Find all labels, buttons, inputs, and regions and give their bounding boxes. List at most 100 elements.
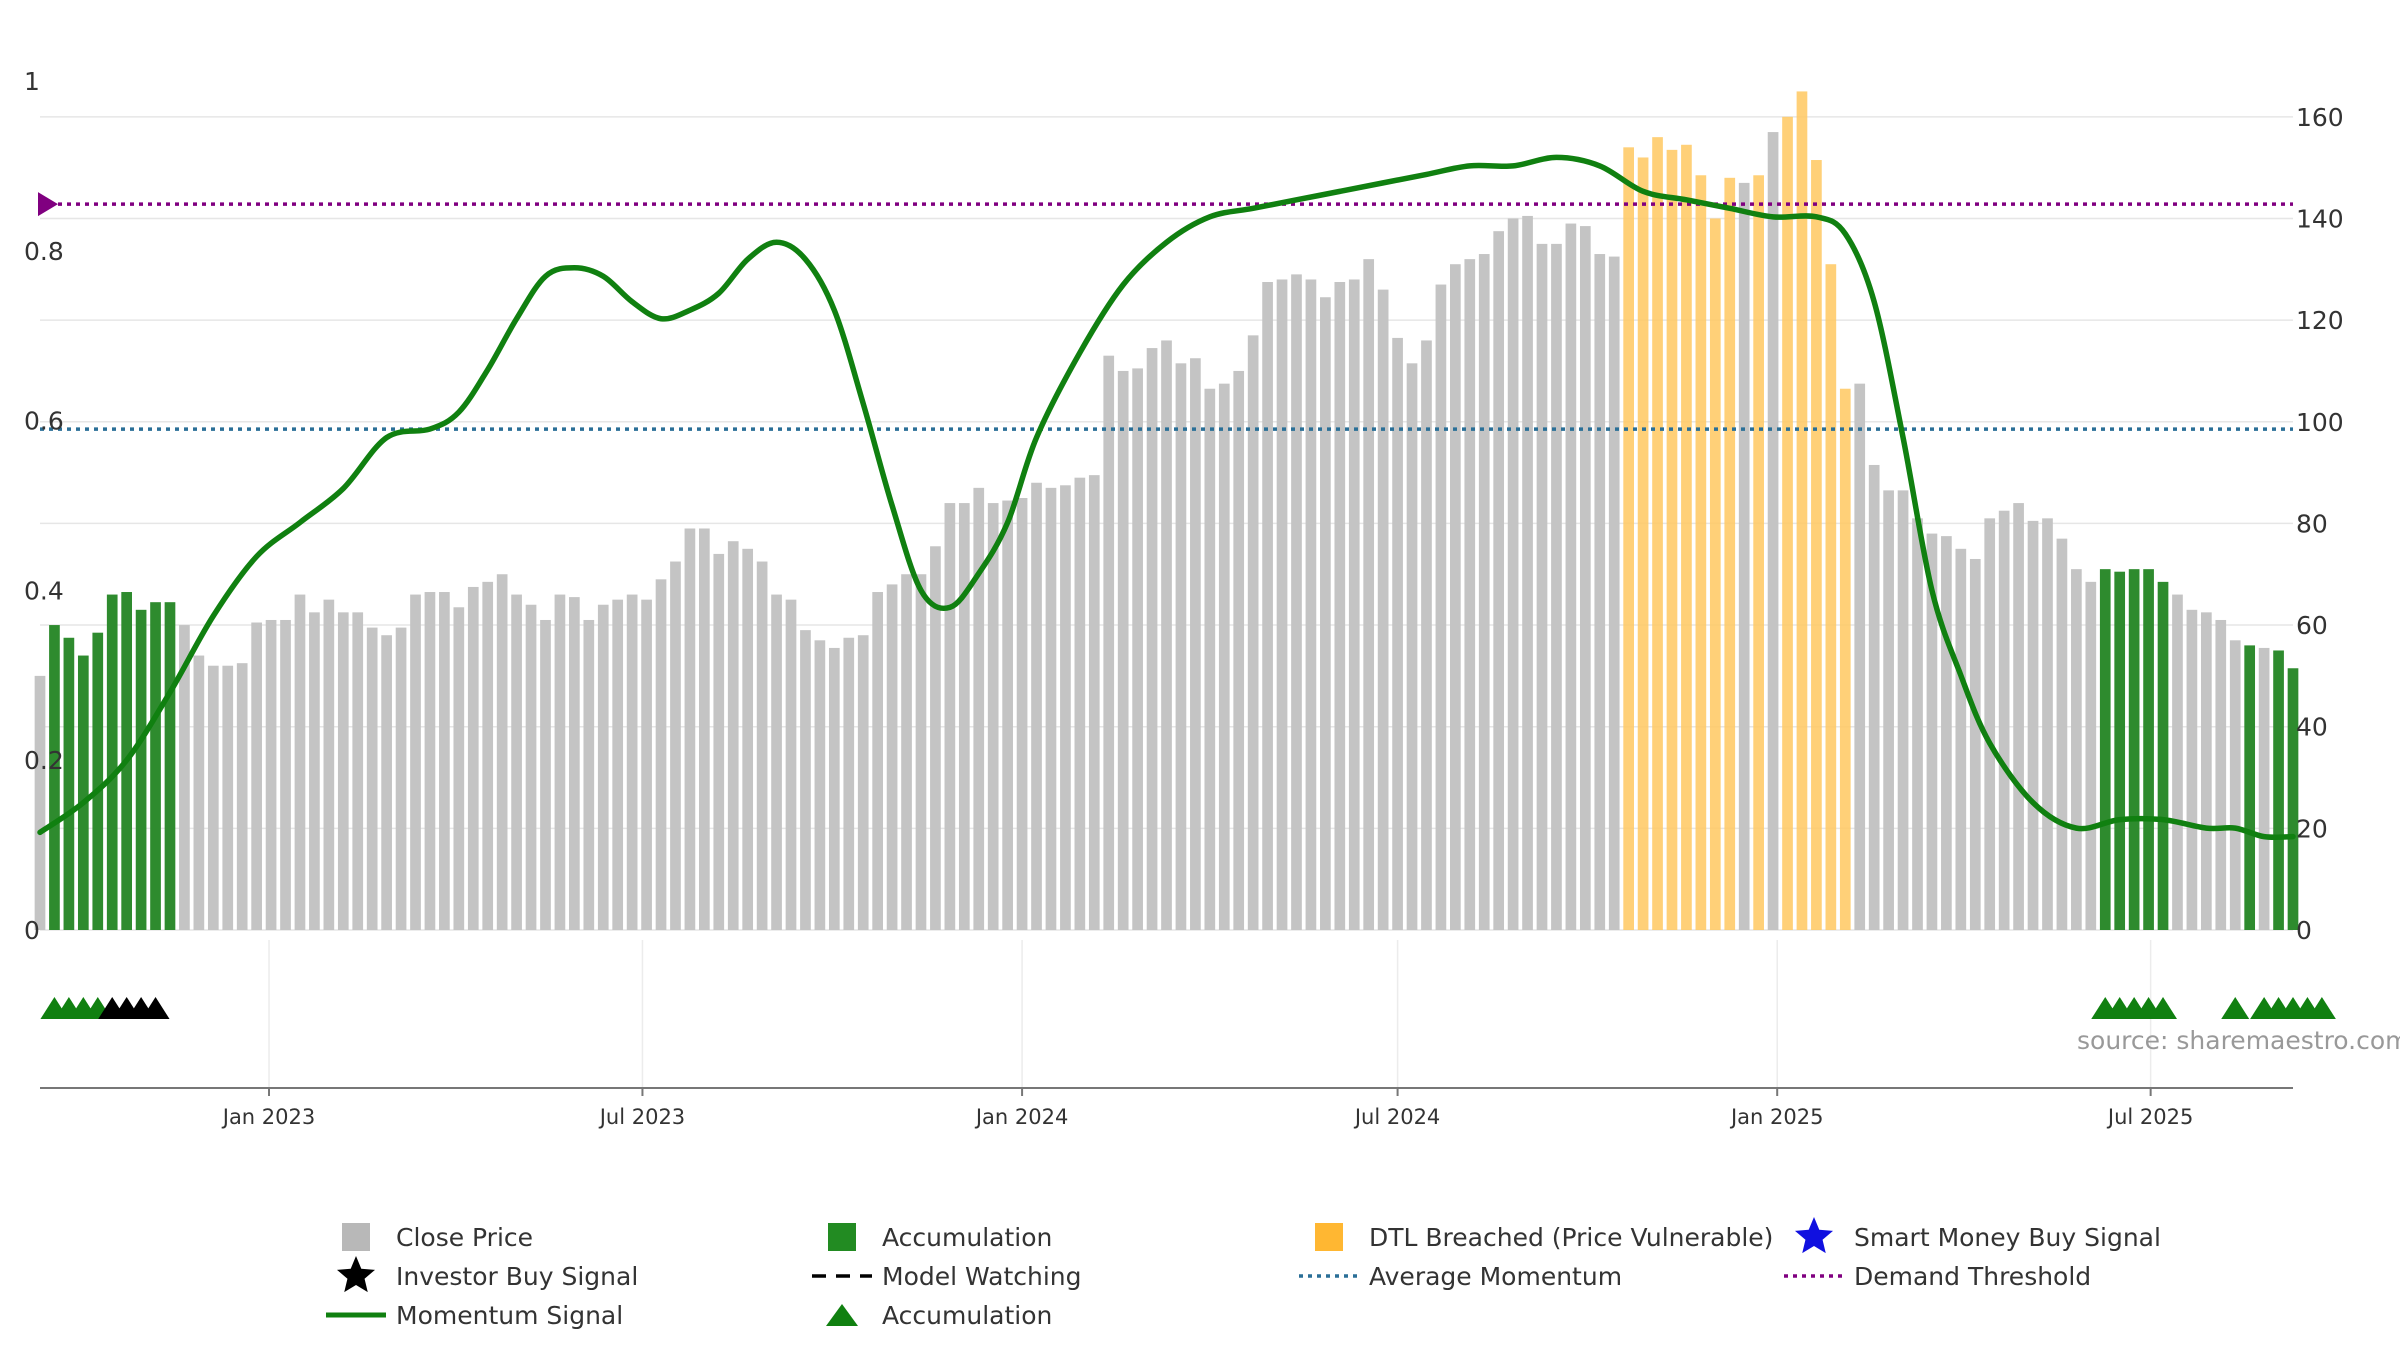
legend-item: Accumulation bbox=[826, 1301, 1052, 1330]
close-price-bar bbox=[872, 592, 883, 930]
right-axis-tick-label: 0 bbox=[2296, 916, 2312, 945]
close-price-bar bbox=[915, 574, 927, 930]
close-price-bar bbox=[1363, 259, 1375, 930]
dtl-breached-bar bbox=[1666, 149, 1678, 931]
close-price-bar bbox=[496, 574, 508, 930]
close-price-bar bbox=[2172, 594, 2183, 930]
dtl-breached-bar bbox=[1839, 388, 1851, 931]
dtl-breached-bar bbox=[1796, 91, 1808, 930]
legend-label: Accumulation bbox=[882, 1223, 1052, 1252]
close-price-bar bbox=[193, 655, 205, 930]
accumulation-marker-triangle bbox=[2307, 997, 2336, 1019]
close-price-bar bbox=[1175, 363, 1187, 930]
left-axis-tick-label: 0 bbox=[24, 916, 40, 945]
price-bars bbox=[34, 91, 2299, 931]
close-price-bar bbox=[467, 586, 479, 930]
close-price-bar bbox=[2013, 503, 2024, 930]
right-axis-tick-label: 160 bbox=[2296, 103, 2344, 132]
close-price-bar bbox=[1276, 279, 1288, 931]
close-price-bar bbox=[1320, 297, 1331, 930]
accumulation-bar bbox=[2244, 645, 2256, 930]
close-price-bar bbox=[323, 599, 335, 930]
close-price-bar bbox=[222, 665, 234, 930]
right-axis-tick-label: 20 bbox=[2296, 814, 2328, 843]
right-axis-tick-label: 100 bbox=[2296, 408, 2344, 437]
close-price-bar bbox=[1435, 284, 1447, 930]
right-axis-tick-label: 60 bbox=[2296, 611, 2328, 640]
close-price-bar bbox=[207, 665, 219, 930]
legend-label: DTL Breached (Price Vulnerable) bbox=[1369, 1223, 1773, 1252]
close-price-bar bbox=[1002, 500, 1013, 930]
close-price-bar bbox=[670, 561, 681, 930]
close-price-bar bbox=[785, 599, 797, 930]
close-price-bar bbox=[1392, 337, 1403, 930]
right-axis-tick-label: 140 bbox=[2296, 204, 2344, 233]
close-price-bar bbox=[1146, 348, 1158, 930]
accumulation-bar bbox=[2143, 569, 2154, 930]
close-price-bar bbox=[236, 663, 248, 930]
close-price-bar bbox=[930, 546, 941, 930]
close-price-bar bbox=[366, 627, 378, 930]
accumulation-marker-triangle bbox=[2221, 997, 2250, 1019]
close-price-bar bbox=[2258, 647, 2270, 930]
close-price-bar bbox=[1060, 485, 1071, 930]
close-price-bar bbox=[1218, 383, 1230, 930]
accumulation-bar bbox=[2099, 569, 2111, 930]
close-price-bar bbox=[684, 528, 696, 930]
legend-label: Average Momentum bbox=[1369, 1262, 1622, 1291]
close-price-bar bbox=[814, 640, 826, 930]
x-axis-tick-label: Jul 2024 bbox=[1353, 1105, 1440, 1129]
legend-label: Demand Threshold bbox=[1854, 1262, 2091, 1291]
close-price-bar bbox=[800, 630, 811, 930]
dtl-breached-bar bbox=[1681, 144, 1692, 930]
close-price-bar bbox=[1897, 490, 1909, 930]
close-price-bar bbox=[1984, 518, 1996, 930]
dtl-breached-bar bbox=[1637, 157, 1649, 931]
close-price-bar bbox=[34, 675, 46, 930]
legend-star-icon bbox=[1794, 1217, 1834, 1254]
close-price-bar bbox=[1305, 279, 1317, 931]
dtl-breached-bar bbox=[1695, 175, 1707, 930]
legend-label: Investor Buy Signal bbox=[396, 1262, 638, 1291]
close-price-bar bbox=[1868, 464, 1880, 930]
close-price-bar bbox=[2186, 609, 2198, 930]
close-price-bar bbox=[1579, 226, 1591, 931]
close-price-bar bbox=[1016, 498, 1028, 930]
close-price-bar bbox=[771, 594, 782, 930]
legend-item: Momentum Signal bbox=[326, 1301, 623, 1330]
legend-item: Close Price bbox=[342, 1223, 533, 1252]
right-axis-tick-label: 40 bbox=[2296, 713, 2328, 742]
legend-item: Demand Threshold bbox=[1784, 1262, 2091, 1291]
legend-item: Investor Buy Signal bbox=[336, 1256, 638, 1293]
left-axis-tick-label: 0.4 bbox=[24, 576, 64, 605]
close-price-bar bbox=[944, 503, 956, 930]
legend-star-icon bbox=[336, 1256, 376, 1293]
accumulation-bar bbox=[2128, 569, 2140, 930]
close-price-bar bbox=[2085, 581, 2097, 930]
close-price-bar bbox=[901, 574, 912, 930]
close-price-bar bbox=[1998, 510, 2010, 930]
dtl-breached-bar bbox=[1623, 147, 1634, 930]
close-price-bar bbox=[987, 503, 999, 930]
legend-triangle-icon bbox=[826, 1304, 858, 1326]
close-price-bar bbox=[655, 579, 667, 930]
close-price-bar bbox=[569, 597, 580, 930]
close-price-bar bbox=[1738, 182, 1750, 930]
close-price-bar bbox=[410, 594, 421, 930]
close-price-bar bbox=[1767, 132, 1779, 930]
left-axis-tick-label: 1 bbox=[24, 67, 40, 96]
dtl-breached-bar bbox=[1782, 116, 1793, 930]
close-price-bar bbox=[1348, 279, 1360, 931]
dtl-breached-bar bbox=[1724, 177, 1736, 930]
close-price-bar bbox=[1955, 548, 1967, 930]
legend: Close Price Accumulation DTL Breached (Pri… bbox=[326, 1217, 2161, 1330]
close-price-bar bbox=[179, 625, 190, 930]
close-price-bar bbox=[1103, 355, 1115, 930]
close-price-bar bbox=[583, 619, 595, 930]
dtl-breached-bar bbox=[1709, 218, 1721, 931]
signal-markers bbox=[40, 997, 2336, 1019]
close-price-bar bbox=[337, 612, 349, 930]
close-price-bar bbox=[1854, 383, 1866, 930]
close-price-bar bbox=[857, 635, 869, 930]
accumulation-bar bbox=[2287, 668, 2299, 930]
